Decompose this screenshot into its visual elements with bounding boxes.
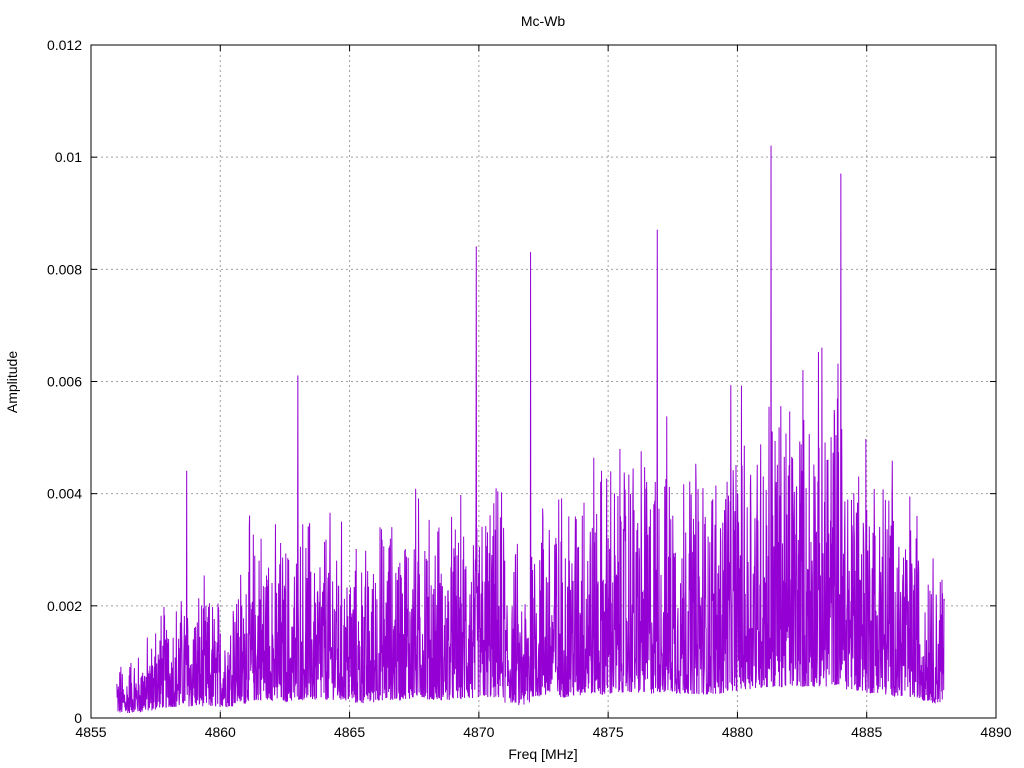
data-point [607, 538, 609, 540]
data-point [155, 633, 157, 635]
data-point [555, 543, 557, 545]
data-point [917, 560, 919, 562]
data-point [711, 538, 713, 540]
data-point [840, 173, 842, 175]
data-point [323, 582, 325, 584]
data-point [413, 549, 415, 551]
data-point [866, 509, 868, 511]
data-point [543, 549, 544, 551]
data-point [775, 481, 777, 483]
data-point [943, 599, 945, 601]
data-point [656, 229, 658, 231]
data-point [646, 526, 648, 528]
data-point [475, 246, 477, 248]
x-tick-label: 4870 [463, 724, 494, 740]
chart-title: Mc-Wb [521, 13, 566, 29]
data-point [310, 571, 312, 573]
data-point [892, 538, 894, 540]
data-point [116, 683, 118, 685]
data-point [724, 509, 725, 511]
data-point [168, 638, 170, 640]
x-tick-label: 4880 [722, 724, 753, 740]
data-point [930, 594, 932, 596]
data-point [517, 616, 519, 618]
data-point [685, 532, 687, 534]
data-point [905, 549, 906, 551]
y-tick-label: 0 [74, 710, 82, 726]
data-point [762, 476, 764, 478]
data-point [297, 375, 299, 377]
ticks [90, 44, 997, 719]
data-point [749, 487, 751, 489]
series-layer [116, 145, 945, 713]
data-point [814, 476, 816, 478]
data-point [186, 470, 188, 472]
data-point [581, 515, 583, 517]
x-tick-label: 4855 [75, 724, 106, 740]
data-point [129, 667, 131, 669]
data-point [594, 532, 596, 534]
data-point [387, 571, 389, 573]
data-point [232, 610, 234, 612]
data-point [801, 470, 803, 472]
data-point [258, 560, 260, 562]
y-axis-label: Amplitude [4, 351, 20, 413]
y-tick-label: 0.006 [47, 374, 82, 390]
data-point [206, 622, 208, 624]
data-point [879, 526, 881, 528]
x-axis-label: Freq [MHz] [508, 746, 577, 762]
data-point [504, 560, 506, 562]
data-point [827, 459, 829, 461]
x-tick-label: 4865 [334, 724, 365, 740]
data-point [219, 633, 221, 635]
x-tick-label: 4875 [593, 724, 624, 740]
data-point [568, 560, 570, 562]
data-point [698, 521, 700, 523]
y-tick-label: 0.004 [47, 486, 82, 502]
tick-labels: 4855 4860 4865 4870 4875 4880 4885 4890 0 0.002 0.… [47, 37, 1012, 740]
data-point [491, 554, 493, 556]
data-point [142, 672, 144, 674]
data-point [736, 493, 738, 495]
y-tick-label: 0.012 [47, 37, 82, 53]
data-point [349, 594, 351, 596]
data-point [770, 145, 772, 147]
data-point [620, 521, 622, 523]
data-point [193, 627, 195, 629]
data-point [426, 560, 428, 562]
data-point [672, 515, 674, 517]
data-point [439, 582, 441, 584]
y-tick-label: 0.008 [47, 261, 82, 277]
data-point [452, 571, 454, 573]
x-tick-label: 4885 [851, 724, 882, 740]
y-tick-label: 0.002 [47, 598, 82, 614]
data-point [465, 566, 467, 568]
data-point [271, 582, 273, 584]
data-point [362, 605, 363, 607]
data-point [633, 509, 635, 511]
data-point [245, 594, 247, 596]
data-point [284, 588, 286, 590]
data-point [853, 493, 855, 495]
x-tick-label: 4890 [980, 724, 1011, 740]
data-point [400, 577, 402, 579]
data-point [181, 616, 182, 618]
x-tick-label: 4860 [205, 724, 236, 740]
y-tick-label: 0.01 [55, 149, 82, 165]
data-point [336, 560, 338, 562]
data-point [374, 582, 376, 584]
data-point [788, 465, 790, 467]
data-point [530, 252, 532, 254]
